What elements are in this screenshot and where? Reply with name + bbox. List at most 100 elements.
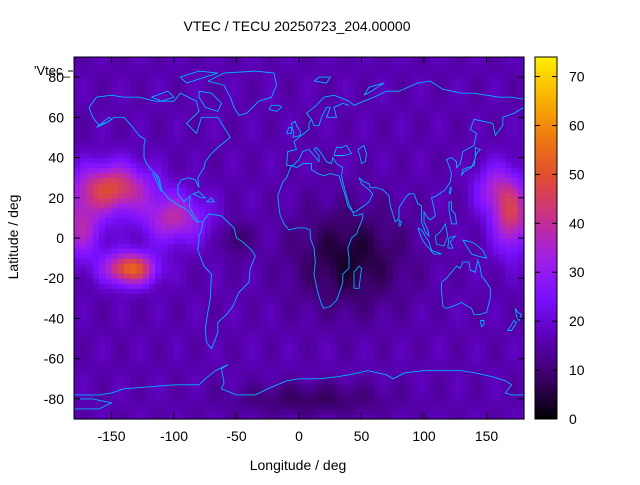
heatmap-cell (224, 182, 231, 189)
heatmap-cell (149, 323, 156, 330)
heatmap-cell (480, 137, 488, 144)
heatmap-cell (242, 162, 250, 169)
heatmap-cell (149, 343, 156, 350)
heatmap-cell (274, 147, 281, 154)
heatmap-cell (230, 122, 238, 128)
heatmap-cell (405, 72, 413, 78)
heatmap-cell (436, 378, 444, 385)
heatmap-cell (242, 82, 250, 88)
heatmap-cell (230, 323, 238, 330)
heatmap-cell (499, 383, 506, 390)
heatmap-cell (492, 333, 500, 340)
heatmap-cell (442, 157, 450, 164)
heatmap-cell (86, 388, 94, 395)
heatmap-cell (274, 182, 281, 189)
heatmap-cell (424, 107, 431, 113)
heatmap-cell (80, 152, 88, 159)
heatmap-cell (286, 313, 294, 320)
heatmap-cell (174, 293, 181, 299)
heatmap-cell (117, 413, 125, 420)
heatmap-cell (149, 102, 156, 108)
heatmap-cell (349, 408, 356, 415)
heatmap-cell (492, 67, 500, 73)
heatmap-cell (142, 82, 150, 88)
heatmap-cell (424, 403, 431, 410)
heatmap-cell (255, 137, 263, 144)
heatmap-cell (155, 413, 163, 420)
heatmap-cell (305, 308, 313, 315)
heatmap-cell (392, 323, 400, 330)
heatmap-cell (336, 157, 344, 164)
heatmap-cell (411, 308, 419, 315)
heatmap-cell (136, 207, 144, 214)
heatmap-cell (311, 398, 319, 405)
heatmap-cell (261, 112, 269, 118)
heatmap-cell (124, 373, 131, 380)
heatmap-cell (480, 142, 488, 149)
heatmap-cell (130, 212, 138, 219)
heatmap-cell (274, 368, 281, 375)
heatmap-cell (436, 373, 444, 380)
heatmap-cell (167, 212, 175, 219)
heatmap-cell (499, 283, 506, 289)
heatmap-cell (386, 348, 394, 355)
heatmap-cell (205, 288, 213, 294)
heatmap-cell (392, 243, 400, 249)
heatmap-cell (105, 278, 113, 284)
heatmap-cell (342, 187, 350, 194)
heatmap-cell (405, 107, 413, 113)
heatmap-cell (92, 152, 100, 159)
heatmap-cell (292, 273, 300, 279)
heatmap-cell (305, 207, 313, 214)
heatmap-cell (399, 273, 406, 279)
heatmap-cell (167, 147, 175, 154)
heatmap-cell (92, 207, 100, 214)
heatmap-cell (86, 313, 94, 320)
heatmap-cell (430, 313, 438, 320)
heatmap-cell (186, 172, 194, 179)
heatmap-cell (499, 313, 506, 320)
heatmap-cell (99, 348, 106, 355)
heatmap-cell (499, 298, 506, 304)
heatmap-cell (455, 177, 463, 184)
heatmap-cell (349, 293, 356, 299)
heatmap-cell (111, 217, 119, 224)
heatmap-cell (267, 358, 275, 365)
heatmap-cell (486, 238, 494, 244)
heatmap-cell (180, 127, 188, 134)
heatmap-cell (267, 212, 275, 219)
heatmap-cell (330, 398, 338, 405)
heatmap-cell (199, 137, 206, 144)
heatmap-cell (392, 167, 400, 174)
heatmap-cell (374, 107, 381, 113)
heatmap-cell (174, 358, 181, 365)
heatmap-cell (355, 343, 363, 350)
heatmap-cell (274, 268, 281, 274)
heatmap-cell (74, 62, 81, 68)
heatmap-cell (342, 313, 350, 320)
heatmap-cell (155, 378, 163, 385)
heatmap-cell (392, 343, 400, 350)
heatmap-cell (380, 232, 388, 239)
heatmap-cell (211, 318, 219, 325)
heatmap-cell (342, 62, 350, 68)
heatmap-cell (286, 383, 294, 390)
heatmap-cell (330, 102, 338, 108)
heatmap-cell (124, 102, 131, 108)
heatmap-cell (474, 338, 481, 345)
heatmap-cell (405, 67, 413, 73)
heatmap-cell (249, 403, 256, 410)
heatmap-cell (399, 323, 406, 330)
heatmap-cell (167, 222, 175, 229)
heatmap-cell (430, 393, 438, 400)
heatmap-cell (192, 388, 200, 395)
heatmap-cell (142, 253, 150, 259)
heatmap-cell (130, 82, 138, 88)
heatmap-cell (455, 232, 463, 239)
heatmap-cell (117, 137, 125, 144)
heatmap-cell (99, 57, 106, 63)
heatmap-cell (392, 293, 400, 299)
heatmap-cell (455, 227, 463, 234)
heatmap-cell (161, 147, 169, 154)
